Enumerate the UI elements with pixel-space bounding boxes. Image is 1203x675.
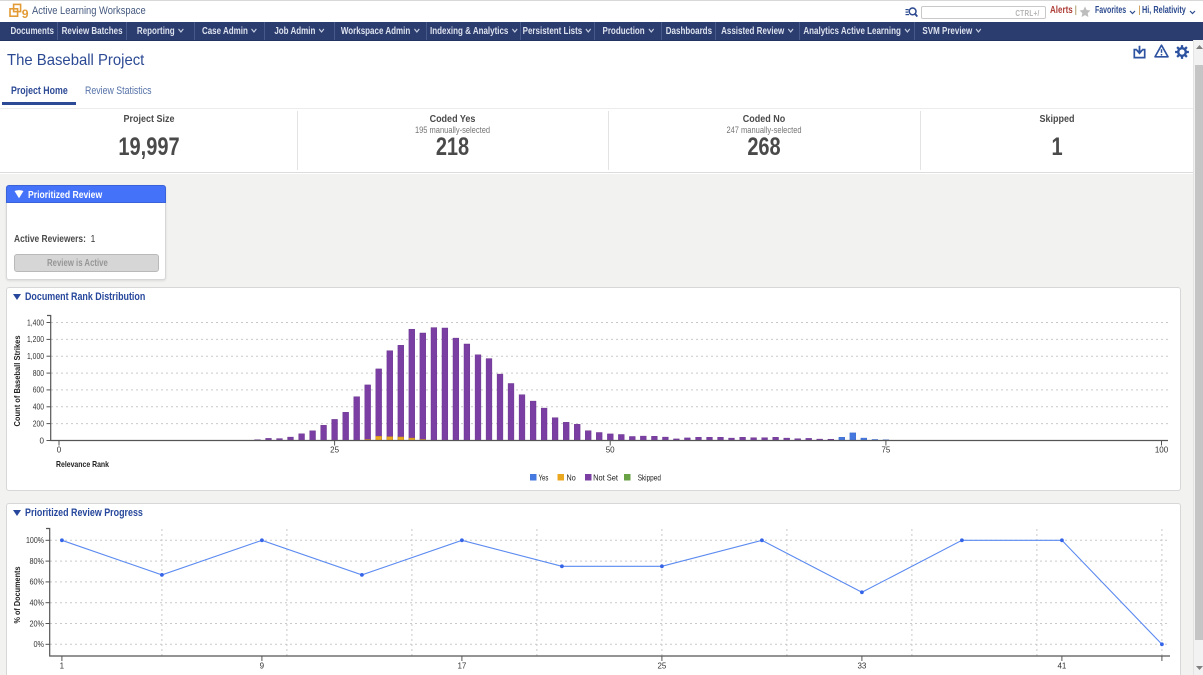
svg-text:80%: 80% xyxy=(30,557,45,566)
svg-text:1: 1 xyxy=(60,662,65,671)
svg-text:600: 600 xyxy=(33,386,45,395)
svg-text:50: 50 xyxy=(606,446,615,455)
svg-text:Skipped: Skipped xyxy=(638,473,661,483)
svg-text:200: 200 xyxy=(33,419,45,428)
svg-text:9: 9 xyxy=(22,7,29,21)
svg-text:100: 100 xyxy=(1155,446,1169,455)
svg-text:0: 0 xyxy=(57,446,62,455)
svg-text:25: 25 xyxy=(330,446,339,455)
svg-text:800: 800 xyxy=(33,369,45,378)
svg-text:33: 33 xyxy=(857,662,866,671)
svg-text:% of Documents: % of Documents xyxy=(12,566,22,623)
svg-text:60%: 60% xyxy=(30,578,45,587)
svg-text:41: 41 xyxy=(1057,662,1066,671)
svg-text:Not Set: Not Set xyxy=(593,473,618,483)
svg-text:0: 0 xyxy=(40,436,45,445)
svg-text:1,200: 1,200 xyxy=(27,335,44,344)
svg-text:1,000: 1,000 xyxy=(27,352,44,361)
svg-text:100%: 100% xyxy=(26,536,44,545)
svg-text:9: 9 xyxy=(260,662,265,671)
svg-text:No: No xyxy=(567,473,576,483)
svg-text:Count of Baseball Strikes: Count of Baseball Strikes xyxy=(12,335,22,426)
svg-text:1,400: 1,400 xyxy=(27,318,44,327)
svg-text:400: 400 xyxy=(33,403,45,412)
svg-text:75: 75 xyxy=(881,446,890,455)
svg-text:Relevance Rank: Relevance Rank xyxy=(56,459,109,469)
svg-text:0%: 0% xyxy=(34,640,45,649)
svg-text:Yes: Yes xyxy=(539,473,549,483)
svg-text:25: 25 xyxy=(657,662,666,671)
svg-text:40%: 40% xyxy=(30,599,45,608)
svg-text:17: 17 xyxy=(457,662,466,671)
svg-text:20%: 20% xyxy=(30,619,45,628)
